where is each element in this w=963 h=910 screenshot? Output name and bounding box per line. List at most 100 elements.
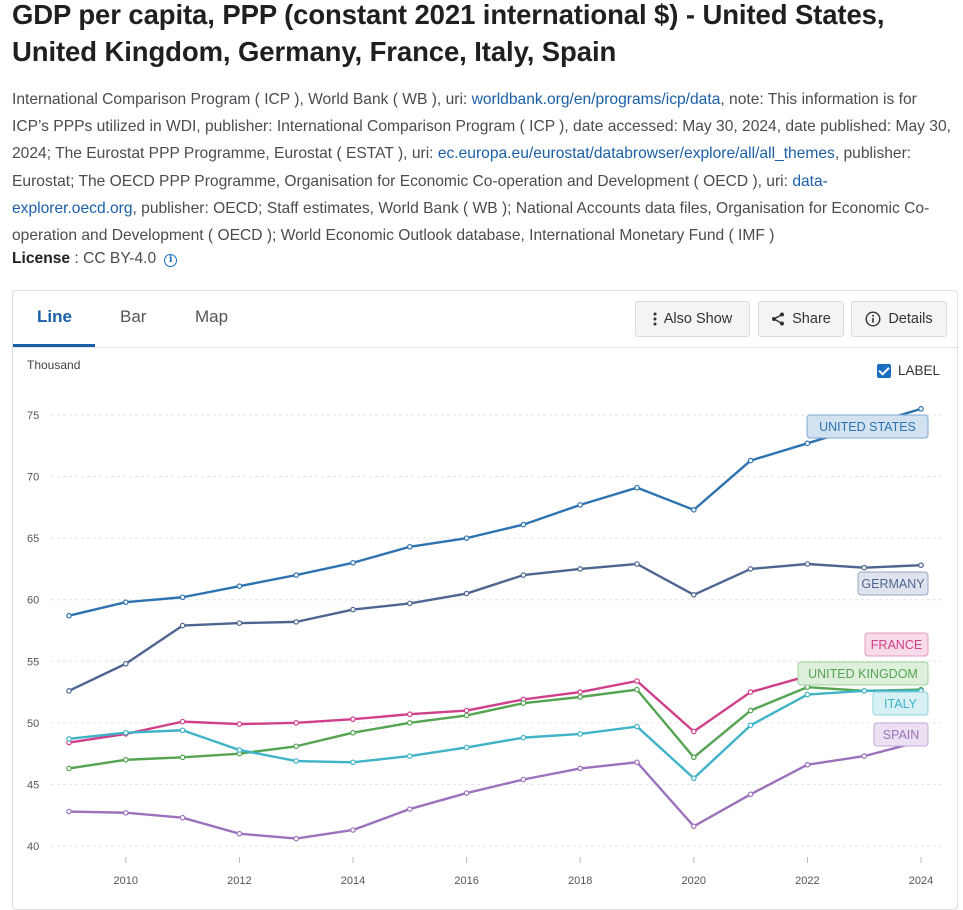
page-title: GDP per capita, PPP (constant 2021 inter… [12, 0, 885, 67]
more-vertical-icon [653, 312, 657, 326]
data-point [463, 712, 470, 719]
data-point [406, 720, 413, 726]
source-text: , publisher: Eurostat; The OECD PPP Prog… [12, 145, 912, 190]
data-point [406, 543, 413, 550]
tab-map[interactable]: Map [195, 307, 229, 326]
x-tick-label: 2024 [909, 875, 933, 887]
data-point [577, 502, 584, 508]
data-point [690, 507, 697, 513]
y-tick-label: 55 [27, 656, 39, 668]
view-tabs: Line Bar Map Also Show Share Details [13, 291, 957, 348]
data-point [236, 721, 243, 727]
share-icon [771, 312, 785, 326]
data-point [123, 660, 129, 667]
data-point [804, 440, 811, 447]
data-point [236, 747, 243, 753]
data-point [293, 572, 300, 578]
y-tick-label: 50 [27, 718, 39, 730]
y-tick-label: 60 [27, 595, 39, 607]
data-point [236, 620, 243, 626]
share-label: Share [792, 311, 831, 327]
data-point [66, 765, 72, 772]
line-chart: 40 45 50 55 60 65 70 75 2010 2012 2014 2016 2018 2020… [27, 406, 943, 887]
data-point [350, 827, 356, 833]
data-point [123, 599, 129, 605]
source-link[interactable]: data-explorer.oecd.org [12, 172, 828, 217]
label-toggle-text: LABEL [898, 363, 941, 378]
data-point [634, 723, 640, 730]
data-point [66, 808, 72, 815]
series-label: UNITED STATES [819, 420, 916, 434]
series-label-box [857, 571, 929, 596]
label-toggle[interactable]: LABEL [877, 363, 940, 378]
data-point [634, 484, 640, 491]
data-point [747, 566, 754, 572]
data-point [236, 830, 243, 837]
details-button[interactable]: Details [851, 301, 947, 337]
license-label: License [12, 250, 71, 267]
data-point [918, 562, 924, 569]
series-label: GERMANY [861, 577, 925, 591]
details-label: Details [888, 311, 933, 327]
license-line: License : CC BY-4.0 i [12, 250, 178, 268]
data-point [804, 761, 811, 768]
x-tick-label: 2022 [795, 875, 819, 887]
data-point [179, 594, 186, 601]
info-icon[interactable]: i [164, 254, 178, 267]
data-point [634, 561, 640, 567]
data-point [520, 776, 527, 783]
data-point [406, 753, 413, 759]
data-point [747, 722, 754, 729]
data-point [577, 694, 584, 700]
source-text: , note: This information is for ICP’s PP… [12, 91, 951, 163]
data-point [690, 591, 697, 598]
label-checkbox[interactable] [877, 363, 891, 378]
data-point [350, 729, 356, 736]
data-point [179, 622, 186, 629]
x-tick-label: 2018 [568, 875, 592, 887]
tab-line[interactable]: Line [37, 307, 72, 326]
data-point [293, 835, 300, 842]
data-point [747, 457, 754, 464]
series-label: FRANCE [871, 638, 922, 652]
share-button[interactable]: Share [758, 301, 844, 337]
data-point [406, 600, 413, 607]
data-point [66, 688, 72, 694]
data-point [463, 790, 470, 796]
y-tick-label: 45 [27, 779, 39, 791]
x-tick-label: 2020 [682, 875, 706, 887]
data-point [690, 775, 697, 782]
data-point [179, 814, 186, 821]
data-point [463, 707, 470, 714]
source-link[interactable]: worldbank.org/en/programs/icp/data [471, 91, 721, 108]
series-label-box [872, 691, 929, 716]
tab-bar[interactable]: Bar [120, 307, 147, 326]
series-line-united-states [68, 407, 922, 617]
y-tick-label: 40 [27, 841, 39, 853]
source-link[interactable]: ec.europa.eu/eurostat/databrowser/explor… [437, 145, 835, 163]
data-point [577, 731, 584, 737]
data-point [690, 823, 697, 830]
data-point [66, 736, 72, 742]
data-point [179, 727, 186, 734]
data-point [861, 688, 868, 694]
data-point [577, 689, 584, 695]
x-tick-label: 2010 [114, 875, 138, 887]
data-point [236, 583, 243, 589]
data-point [634, 678, 640, 684]
also-show-button[interactable]: Also Show [635, 301, 750, 337]
data-point [293, 619, 300, 625]
data-point [520, 700, 527, 706]
data-point [350, 559, 356, 566]
data-point [463, 590, 470, 597]
data-point [350, 606, 356, 613]
series-label-box [806, 414, 929, 439]
data-point [179, 754, 186, 761]
series-line-spain [68, 740, 922, 840]
data-point [690, 754, 697, 761]
data-point [463, 744, 470, 751]
series-label: SPAIN [883, 728, 920, 742]
data-point [747, 707, 754, 714]
x-tick-label: 2014 [341, 875, 365, 887]
source-text: International Comparison Program ( ICP )… [12, 91, 472, 108]
